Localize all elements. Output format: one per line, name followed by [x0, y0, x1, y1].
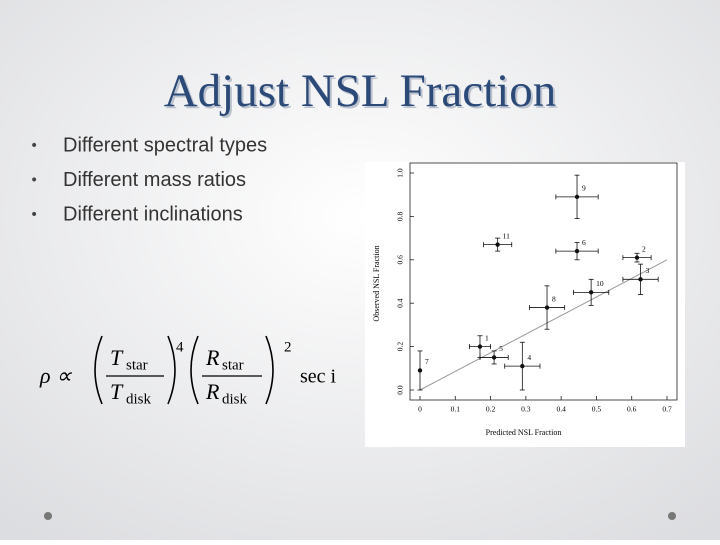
formula-lhs: ρ ∝	[39, 363, 73, 388]
bullet-text: Different spectral types	[63, 134, 267, 156]
x-tick-label: 0.1	[451, 405, 461, 414]
y-tick-label: 0.2	[396, 342, 405, 352]
paren	[265, 335, 274, 405]
numerator-sub: star	[126, 357, 148, 373]
corner-dot	[44, 512, 52, 520]
y-axis-label: Observed NSL Fraction	[372, 245, 381, 321]
point	[544, 305, 550, 310]
fit-line	[419, 259, 668, 391]
point-label: 5	[499, 344, 503, 353]
x-tick-label: 0.7	[662, 405, 672, 414]
point	[638, 277, 643, 282]
point	[574, 248, 580, 254]
point-label: 9	[582, 184, 586, 193]
numerator-sub: star	[222, 357, 244, 373]
title-shadow: Adjust NSL Fraction	[166, 67, 559, 119]
point-label: 11	[503, 231, 510, 240]
point	[634, 255, 640, 260]
point-label: 3	[646, 266, 650, 275]
x-tick-label: 0.6	[627, 405, 637, 414]
point-label: 8	[552, 294, 556, 303]
point-label: 10	[596, 279, 604, 288]
paren	[167, 335, 176, 405]
point-label: 2	[642, 244, 646, 253]
bullet-text: Different inclinations	[63, 203, 243, 225]
point	[417, 368, 423, 373]
bullet-text: Different mass ratios	[63, 169, 246, 191]
corner-dot	[668, 512, 676, 520]
numerator: R	[205, 345, 220, 370]
x-tick-label: 0.3	[521, 405, 531, 414]
exponent: 2	[284, 339, 292, 355]
point	[495, 242, 500, 247]
x-axis-label: Predicted NSL Fraction	[486, 428, 562, 437]
x-tick-label: 0.4	[556, 405, 566, 414]
point	[477, 344, 483, 349]
point-label: 4	[527, 353, 531, 362]
denominator-sub: disk	[222, 391, 248, 407]
formula-tail: sec i	[300, 366, 337, 388]
numerator: T	[110, 345, 124, 370]
denominator-sub: disk	[126, 391, 152, 407]
x-tick-label: 0.5	[592, 405, 602, 414]
paren	[190, 335, 199, 405]
paren	[94, 335, 103, 405]
exponent: 4	[176, 339, 184, 355]
x-tick-label: 0	[418, 405, 422, 414]
y-tick-label: 0.4	[396, 298, 405, 308]
denominator: R	[205, 379, 220, 404]
bullet-marker: •	[30, 207, 38, 223]
y-tick-label: 0.0	[396, 385, 405, 395]
point	[491, 355, 497, 360]
point	[574, 194, 580, 200]
point-label: 7	[425, 357, 429, 366]
denominator: T	[110, 379, 124, 404]
point	[520, 363, 525, 369]
point-label: 1	[485, 333, 489, 342]
y-tick-label: 0.6	[396, 255, 405, 265]
bullet-marker: •	[30, 138, 38, 154]
point	[588, 290, 594, 295]
y-tick-label: 1.0	[396, 168, 405, 178]
plot-frame	[409, 162, 678, 401]
y-tick-label: 0.8	[396, 211, 405, 221]
bullet-marker: •	[30, 173, 38, 189]
x-tick-label: 0.2	[486, 405, 496, 414]
slide-title: Adjust NSL Fraction	[164, 65, 557, 117]
point-label: 6	[582, 238, 586, 247]
